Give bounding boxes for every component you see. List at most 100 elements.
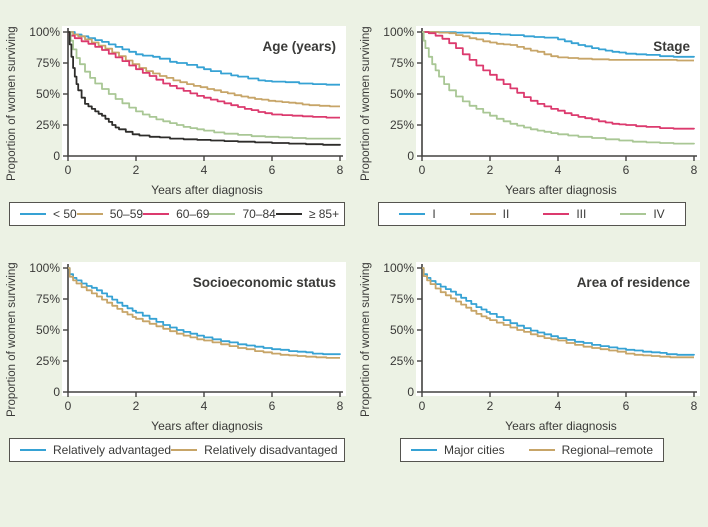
series-line [68, 267, 341, 356]
panel-area-of-residence: Proportion of women surviving 0 25% 50% 75%… [354, 246, 708, 527]
legend-label: 60–69 [176, 207, 210, 221]
chart-row: Proportion of women surviving 0 25% 50% 75%… [6, 26, 350, 182]
series-line [422, 31, 695, 130]
legend-label: Relatively disadvantaged [204, 443, 338, 457]
x-tick-label: 0 [419, 399, 426, 413]
legend-label: < 50 [53, 207, 77, 221]
y-tick-label: 100% [29, 26, 60, 39]
legend-item: < 50 [20, 207, 77, 221]
y-tick-label: 50% [390, 87, 414, 101]
y-axis-label-wrap: Proportion of women surviving [360, 262, 376, 418]
x-tick-label: 2 [487, 163, 494, 177]
panel-age: Proportion of women surviving 0 25% 50% 75%… [0, 0, 354, 246]
y-axis-label-wrap: Proportion of women surviving [360, 26, 376, 182]
x-axis-label: Years after diagnosis [505, 183, 617, 197]
y-tick-label: 0 [407, 385, 414, 399]
x-tick-label: 4 [555, 163, 562, 177]
y-axis-label: Proportion of women surviving [6, 262, 18, 418]
series-line [422, 267, 695, 356]
chart-title: Area of residence [577, 275, 691, 290]
y-tick-label: 50% [36, 323, 60, 337]
y-axis-label-wrap: Proportion of women surviving [6, 262, 22, 418]
chart-row: Proportion of women surviving 0 25% 50% 75%… [6, 262, 350, 418]
legend-item: IV [620, 207, 665, 221]
legend-item: I [399, 207, 436, 221]
legend-label: IV [653, 207, 665, 221]
legend-line-swatch [20, 449, 46, 451]
y-tick-label: 25% [390, 354, 414, 368]
legend-item: 60–69 [143, 207, 209, 221]
x-tick-label: 6 [269, 163, 276, 177]
x-axis-label: Years after diagnosis [151, 183, 263, 197]
y-axis-label: Proportion of women surviving [360, 26, 372, 182]
legend-item: ≥ 85+ [275, 207, 340, 221]
legend-line-swatch [469, 213, 496, 215]
series-line [68, 267, 340, 359]
legend-line-swatch [543, 213, 570, 215]
legend-label: 70–84 [242, 207, 276, 221]
series-line [422, 267, 694, 359]
x-axis-label: Years after diagnosis [505, 419, 617, 433]
series-line [68, 31, 340, 86]
series-line [68, 31, 340, 119]
y-tick-label: 0 [53, 149, 60, 163]
legend-label: ≥ 85+ [308, 207, 340, 221]
x-tick-label: 0 [65, 163, 72, 177]
legend-line-swatch [275, 213, 302, 215]
legend-line-swatch [209, 213, 236, 215]
legend-item: III [543, 207, 586, 221]
y-tick-label: 50% [390, 323, 414, 337]
y-axis-label: Proportion of women surviving [360, 262, 372, 418]
legend-label: 50–59 [109, 207, 144, 221]
legend-line-swatch [528, 449, 555, 451]
x-tick-label: 8 [337, 399, 344, 413]
legend-age: < 50 50–59 60–69 70–84 ≥ 85+ [9, 202, 345, 226]
chart-row: Proportion of women surviving 0 25% 50% 75%… [360, 262, 704, 418]
stage-survival-chart: 0 25% 50% 75% 100% 0 2 4 6 8 Stage [383, 26, 700, 177]
x-tick-label: 4 [555, 399, 562, 413]
x-tick-label: 8 [691, 399, 698, 413]
legend-stage: I II III IV [378, 202, 686, 226]
legend-item: 70–84 [209, 207, 276, 221]
series-line [422, 31, 694, 62]
legend-label: II [502, 207, 510, 221]
y-tick-label: 75% [390, 56, 414, 70]
legend-line-swatch [410, 449, 437, 451]
y-tick-label: 0 [407, 149, 414, 163]
x-tick-label: 6 [269, 399, 276, 413]
y-tick-label: 100% [383, 26, 414, 39]
legend-socioeconomic: Relatively advantaged Relatively disadvan… [9, 438, 345, 462]
y-tick-label: 25% [390, 118, 414, 132]
x-tick-label: 0 [419, 163, 426, 177]
x-tick-label: 0 [65, 399, 72, 413]
age-survival-chart: 0 25% 50% 75% 100% 0 2 4 6 8 Age (years) [29, 26, 346, 177]
legend-line-swatch [76, 213, 103, 215]
legend-item: Relatively disadvantaged [171, 443, 338, 457]
x-tick-label: 6 [623, 399, 630, 413]
legend-label: Major cities [443, 443, 505, 457]
legend-area: Major cities Regional–remote [399, 438, 665, 462]
y-tick-label: 75% [36, 292, 60, 306]
area-survival-chart: 0 25% 50% 75% 100% 0 2 4 6 8 Area of residence [383, 262, 700, 413]
legend-item: Regional–remote [528, 443, 653, 457]
y-tick-label: 25% [36, 354, 60, 368]
y-tick-label: 100% [29, 262, 60, 275]
x-tick-label: 6 [623, 163, 630, 177]
legend-label: I [432, 207, 436, 221]
x-tick-label: 2 [133, 399, 140, 413]
legend-item: Relatively advantaged [20, 443, 171, 457]
legend-line-swatch [171, 449, 198, 451]
y-axis-label: Proportion of women surviving [6, 26, 18, 182]
y-axis-label-wrap: Proportion of women surviving [6, 26, 22, 182]
legend-item: II [469, 207, 510, 221]
chart-row: Proportion of women surviving 0 25% 50% 75%… [360, 26, 704, 182]
chart-title: Stage [653, 39, 690, 54]
series-line [68, 31, 341, 140]
y-tick-label: 25% [36, 118, 60, 132]
panel-socioeconomic: Proportion of women surviving 0 25% 50% 75%… [0, 246, 354, 527]
y-tick-label: 75% [390, 292, 414, 306]
legend-item: 50–59 [76, 207, 144, 221]
y-tick-label: 0 [53, 385, 60, 399]
plot-background [62, 262, 346, 396]
